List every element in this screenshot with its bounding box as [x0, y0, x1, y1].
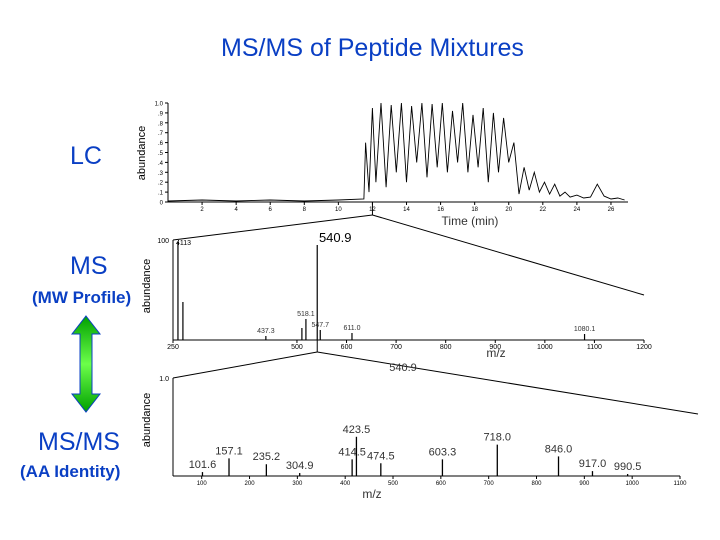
lc-x-tick-label: 20	[505, 207, 512, 213]
lc-x-tick-label: 14	[403, 207, 410, 213]
msms-peak-label: 414.5	[338, 446, 366, 458]
lc-y-tick-label: .6	[158, 141, 164, 147]
ms-x-tick-label: 1200	[636, 344, 652, 351]
ms-corner-label: 4113	[176, 240, 191, 247]
lc-x-tick-label: 16	[437, 207, 444, 213]
msms-y-tick-label: 1.0	[159, 376, 169, 383]
msms-x-tick-label: 800	[532, 481, 543, 487]
ms-x-tick-label: 900	[489, 344, 501, 351]
msms-x-tick-label: 300	[292, 481, 303, 487]
lc-x-axis-label: Time (min)	[442, 214, 499, 228]
msms-peak-label: 718.0	[484, 432, 512, 444]
ms-peak-label: 1080.1	[574, 326, 596, 333]
lc-label: LC	[70, 142, 102, 170]
msms-peak-label: 846.0	[545, 443, 573, 455]
msms-peak-label: 304.9	[286, 460, 314, 472]
msms-label: MS/MS	[38, 428, 120, 456]
msms-precursor-label: 540.9	[389, 362, 417, 374]
ms-x-tick-label: 700	[390, 344, 402, 351]
msms-peak-label: 423.5	[343, 424, 371, 436]
msms-x-tick-label: 1000	[625, 481, 639, 487]
msms-x-tick-label: 700	[484, 481, 495, 487]
ms-peak-label: 611.0	[343, 325, 360, 332]
ms-peak-label: 518.1	[297, 311, 315, 318]
ms-x-tick-label: 1000	[537, 344, 553, 351]
ms-label: MS	[70, 252, 108, 280]
ms-zoom-line-left	[172, 351, 318, 379]
lc-series-line	[167, 102, 625, 202]
lc-chromatogram: 1.0.9.8.7.6.5.4.3.2.102 4 6 8 10 12 14 16 18 20 22…	[136, 102, 628, 228]
lc-y-tick-label: 1.0	[155, 102, 164, 108]
lc-x-tick-label: 12	[369, 207, 376, 213]
lc-x-tick-label: 2	[200, 207, 204, 213]
slide-title: MS/MS of Peptide Mixtures	[221, 34, 524, 62]
lc-zoom-line-left	[172, 214, 373, 241]
msms-x-tick-label: 400	[340, 481, 351, 487]
lc-x-tick-label: 18	[471, 207, 478, 213]
lc-zoom-line-right	[372, 214, 645, 296]
lc-y-tick-label: 0	[160, 201, 164, 207]
lc-y-tick-label: .3	[158, 171, 164, 177]
ms-x-tick-label: 1100	[587, 344, 602, 351]
msms-x-tick-label: 100	[197, 481, 208, 487]
msms-y-axis-label: abundance	[141, 393, 153, 447]
double-headed-vertical-arrow-icon	[70, 315, 102, 413]
ms-peak-label: 540.9	[319, 230, 352, 245]
ms-x-tick-label: 500	[291, 344, 303, 351]
msms-spectrum: 1.0 100 200 300 400 500 600 700 800 900 1000 1100 10…	[141, 362, 687, 501]
lc-y-tick-label: .2	[158, 181, 164, 187]
msms-x-tick-label: 500	[388, 481, 399, 487]
mw-profile-label: (MW Profile)	[32, 288, 132, 307]
ms-x-axis-label: m/z	[486, 346, 505, 360]
ms-peak-label: 437.3	[257, 328, 275, 335]
msms-x-tick-label: 1100	[674, 481, 688, 487]
lc-x-tick-label: 10	[335, 207, 342, 213]
ms-x-tick-label: 600	[341, 344, 353, 351]
lc-y-tick-label: .8	[158, 121, 164, 127]
lc-x-tick-label: 6	[269, 207, 273, 213]
lc-x-tick-label: 4	[234, 207, 238, 213]
msms-peak-label: 917.0	[579, 458, 607, 470]
ms-peak-label: 547.7	[311, 322, 329, 329]
aa-identity-label: (AA Identity)	[20, 462, 121, 481]
msms-peak-label: 990.5	[614, 461, 642, 473]
lc-x-tick-label: 26	[608, 207, 615, 213]
lc-x-tick-label: 24	[574, 207, 581, 213]
msms-peak-label: 474.5	[367, 450, 395, 462]
lc-y-tick-label: .9	[158, 111, 164, 117]
lc-y-tick-label: .1	[158, 191, 164, 197]
msms-peak-label: 157.1	[215, 445, 243, 457]
lc-x-tick-label: 8	[303, 207, 307, 213]
msms-peak-label: 235.2	[253, 451, 281, 463]
ms-spectrum: 100 4113 250 500 600 700 800 900 1000 1100 1200 437…	[141, 230, 652, 360]
zoom-connector-lines	[172, 202, 699, 415]
ms-x-tick-label: 250	[167, 344, 179, 351]
ms-zoom-line-right	[317, 351, 699, 415]
msms-x-axis-label: m/z	[362, 487, 381, 501]
lc-y-axis-label: abundance	[136, 126, 148, 180]
msms-x-tick-label: 600	[436, 481, 447, 487]
lc-x-tick-label: 22	[539, 207, 546, 213]
msms-x-tick-label: 200	[245, 481, 256, 487]
lc-y-tick-label: .4	[158, 161, 164, 167]
ms-y-axis-label: abundance	[141, 259, 153, 313]
msms-x-tick-label: 900	[579, 481, 590, 487]
ms-y-tick-label: 100	[157, 238, 169, 245]
lc-y-tick-label: .5	[158, 151, 164, 157]
lc-y-tick-label: .7	[158, 131, 164, 137]
msms-peak-label: 101.6	[189, 459, 217, 471]
ms-x-tick-label: 800	[440, 344, 452, 351]
msms-peak-label: 603.3	[429, 446, 457, 458]
